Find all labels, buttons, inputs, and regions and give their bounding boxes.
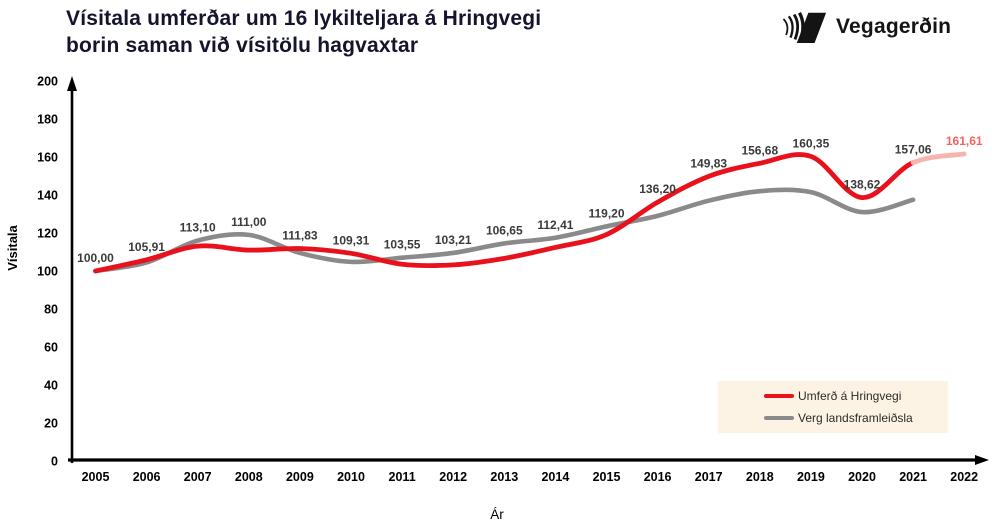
data-label: 109,31: [333, 233, 370, 247]
page-title-line2: borin saman við vísitölu hagvaxtar: [66, 33, 419, 57]
y-tick-label: 60: [44, 341, 58, 355]
y-tick-label: 100: [37, 265, 58, 279]
data-label: 138,62: [844, 178, 881, 192]
data-label: 103,21: [435, 233, 472, 247]
x-tick-label: 2008: [235, 470, 263, 484]
x-tick-label: 2013: [490, 470, 518, 484]
page-title: Vísitala umferðar um 16 lykilteljara á H…: [66, 6, 541, 60]
x-tick-label: 2005: [82, 470, 110, 484]
series-line-verg-landsframleidsla: [93, 187, 916, 274]
data-label: 161,61: [946, 134, 983, 148]
x-axis-arrow: [975, 455, 989, 465]
y-tick-label: 160: [37, 151, 58, 165]
legend-label: Umferð á Hringvegi: [798, 389, 902, 403]
data-label: 136,20: [639, 182, 676, 196]
x-tick-label: 2010: [337, 470, 365, 484]
data-label: 111,00: [231, 215, 267, 229]
legend-swatch: [764, 394, 794, 398]
x-tick-label: 2007: [184, 470, 212, 484]
x-tick-label: 2019: [797, 470, 825, 484]
x-tick-label: 2016: [644, 470, 672, 484]
data-label: 119,20: [588, 206, 624, 220]
series-line-umferd-forecast: [910, 151, 967, 165]
data-label: 160,35: [793, 136, 830, 150]
data-label: 149,83: [690, 156, 727, 170]
x-tick-label: 2022: [950, 470, 978, 484]
y-tick-label: 180: [37, 113, 58, 127]
y-tick-label: 40: [44, 379, 58, 393]
series-line-umferd-a-hringvegi: [93, 152, 916, 274]
data-label: 100,00: [77, 251, 114, 265]
vegagerdin-logo-icon: [782, 11, 827, 43]
data-label: 103,55: [384, 238, 421, 252]
x-tick-label: 2015: [593, 470, 621, 484]
y-tick-label: 200: [37, 75, 58, 89]
data-label: 112,41: [537, 218, 573, 232]
x-tick-label: 2009: [286, 470, 314, 484]
x-tick-label: 2018: [746, 470, 774, 484]
y-tick-label: 140: [37, 189, 58, 203]
x-tick-label: 2006: [133, 470, 161, 484]
y-tick-label: 0: [51, 455, 58, 469]
data-label: 106,65: [486, 223, 523, 237]
data-label: 105,91: [128, 240, 165, 254]
x-tick-label: 2014: [541, 470, 569, 484]
data-label: 157,06: [895, 143, 932, 157]
x-tick-label: 2020: [848, 470, 876, 484]
y-axis-arrow: [67, 76, 77, 91]
data-label: 113,10: [180, 221, 216, 235]
legend-item-verg: Verg landsframleiðsla: [764, 411, 948, 425]
chart-legend: Umferð á Hringvegi Verg landsframleiðsla: [718, 381, 948, 433]
y-tick-label: 80: [44, 303, 58, 317]
x-axis-title: Ár: [490, 507, 504, 522]
y-tick-label: 20: [44, 417, 58, 431]
x-tick-label: 2012: [439, 470, 467, 484]
data-label: 156,68: [741, 143, 778, 157]
vegagerdin-logo: Vegagerðin: [779, 7, 951, 47]
vegagerdin-logo-text: Vegagerðin: [836, 15, 952, 38]
y-axis-title: Vísitala: [5, 224, 20, 270]
x-tick-label: 2017: [695, 470, 723, 484]
legend-item-umferd: Umferð á Hringvegi: [764, 389, 948, 403]
y-tick-label: 120: [37, 227, 58, 241]
x-tick-label: 2011: [389, 470, 416, 484]
legend-swatch: [764, 416, 794, 420]
x-tick-label: 2021: [899, 470, 927, 484]
legend-label: Verg landsframleiðsla: [798, 411, 913, 425]
page-title-line1: Vísitala umferðar um 16 lykilteljara á H…: [66, 7, 542, 30]
data-label: 111,83: [282, 229, 318, 243]
